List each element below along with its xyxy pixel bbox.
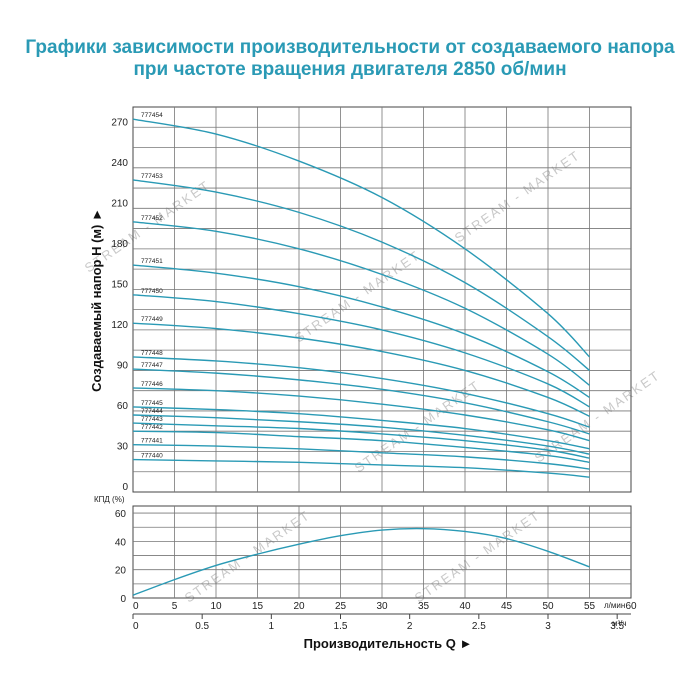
x-tick-label-lpm: 50 [542,601,554,612]
y-tick-label: 240 [111,158,128,169]
head-chart-panel: 0 30 60 90 120 150 180 210 240 270 777454 777453 777… [89,106,632,493]
chart-title-line2: при частоте вращения двигателя 2850 об/м… [133,59,567,80]
y-tick-label: 270 [111,117,128,128]
head-curve-777441 [132,444,590,470]
y-tick-label: 0 [120,594,126,605]
series-label-777454: 777454 [141,112,163,119]
x-unit-m3h: м³/ч [612,619,627,628]
head-curve-777453 [132,179,590,371]
x-tick-label-m3h: 1.5 [334,621,348,632]
x-tick-label-lpm: 5 [172,601,178,612]
series-label-777445: 777445 [141,400,163,407]
watermark-text: STREAM - MARKET [292,247,423,345]
head-curve-777443 [132,422,590,459]
series-label-777442: 777442 [141,424,163,431]
head-curve-777446 [132,387,590,442]
series-label-777441: 777441 [141,438,163,445]
x-unit-lpm: л/мин [604,601,625,610]
x-tick-label-lpm: 60 [625,601,637,612]
head-curve-777452 [132,221,590,386]
y-tick-label: 20 [115,566,127,577]
x-tick-label-lpm: 20 [293,601,305,612]
y-tick-label: 90 [117,360,129,371]
x-tick-label-lpm: 10 [210,601,222,612]
x-tick-label-lpm: 35 [418,601,430,612]
x-tick-label-lpm: 25 [335,601,347,612]
head-curve-777440 [132,458,590,478]
y-tick-label: 180 [111,239,128,250]
series-label-777444: 777444 [141,408,163,415]
y-tick-label: 150 [111,279,128,290]
head-curve-777445 [132,406,590,450]
x-tick-label-m3h: 2 [407,621,413,632]
chart-title-line1: Графики зависимости производительности о… [25,37,675,58]
x-tick-label-m3h: 3.5 [610,621,624,632]
x-tick-label-lpm: 45 [501,601,513,612]
x-axis-title: Производительность Q ► [304,636,473,651]
head-curve-777448 [132,356,590,428]
efficiency-curve [132,527,590,596]
series-label-777440: 777440 [141,453,163,460]
series-label-777453: 777453 [141,173,163,180]
head-curve-777451 [132,264,590,399]
series-label-777452: 777452 [141,215,163,222]
series-label-777446: 777446 [141,381,163,388]
x-tick-label-lpm: 15 [252,601,264,612]
head-curve-777444 [132,414,590,455]
x-tick-label-m3h: 2.5 [472,621,486,632]
x-tick-label-lpm: 30 [376,601,388,612]
x-tick-label-lpm: 40 [459,601,471,612]
y-tick-label: 60 [115,509,127,520]
efficiency-chart-panel: 0 20 40 60 КПД (%) [94,495,632,605]
series-label-777450: 777450 [141,288,163,295]
y-tick-label: 210 [111,198,128,209]
series-label-777443: 777443 [141,416,163,423]
head-curve-777447 [132,368,590,435]
x-axis: 0 5 10 15 20 25 30 35 40 45 50 55 60л/мин 0 0.5 1 1.5 2 2.… [132,601,637,651]
series-label-777449: 777449 [141,316,163,323]
head-curve-777454 [132,118,591,358]
y-tick-label: 0 [122,482,128,493]
series-label-777451: 777451 [141,258,163,265]
head-curve-777442 [132,430,590,463]
series-label-777448: 777448 [141,350,163,357]
x-tick-label-lpm: 55 [584,601,596,612]
series-label-777447: 777447 [141,362,163,369]
head-curve-777450 [132,294,590,408]
x-tick-label-m3h: 3 [545,621,551,632]
efficiency-axis-title: КПД (%) [94,495,125,504]
y-axis-title: Создаваемый напор H (м) ► [89,208,104,392]
x-tick-label-lpm: 0 [133,601,139,612]
y-tick-label: 40 [115,537,127,548]
watermark-text: STREAM - MARKET [412,507,543,605]
watermark-text: STREAM - MARKET [452,147,583,245]
y-tick-label: 120 [111,320,128,331]
watermark-layer: STREAM - MARKET STREAM - MARKET STREAM - M… [82,147,663,605]
x-tick-label-m3h: 0 [133,621,139,632]
x-tick-label-m3h: 1 [269,621,275,632]
head-curve-777449 [132,322,590,417]
y-tick-label: 60 [117,401,129,412]
y-tick-label: 30 [117,441,129,452]
x-tick-label-m3h: 0.5 [195,621,209,632]
